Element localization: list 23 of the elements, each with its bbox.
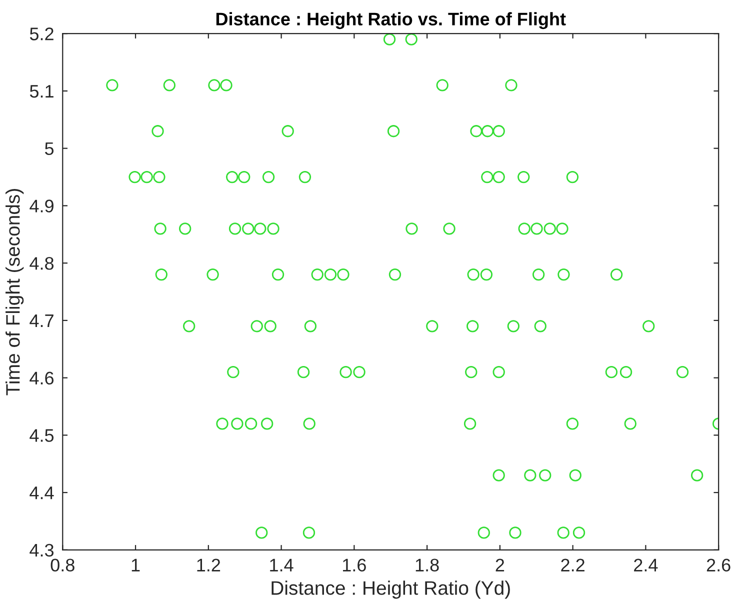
y-tick-label: 4.5 [30,429,54,442]
y-axis-title: Time of Flight (seconds) [6,189,24,396]
y-tick-label: 4.4 [30,486,54,500]
y-tick-label: 4.8 [30,257,54,270]
x-axis-title: Distance : Height Ratio (Yd) [272,580,510,599]
x-tick-label: 1.6 [343,558,366,572]
y-tick-label: 4.6 [30,372,54,385]
y-tick-label: 4.3 [30,544,54,557]
y-tick-label: 4.7 [30,314,54,327]
x-tick-label: 2.4 [634,558,658,572]
x-tick-label: 2 [496,558,504,572]
x-tick-label: 0.8 [50,558,74,572]
x-tick-label: 1.8 [416,558,439,572]
y-tick-label: 5 [44,142,54,156]
x-tick-label: 1.2 [197,558,220,572]
x-tick-label: 2.6 [706,558,730,572]
y-tick-label: 5.2 [30,28,54,40]
y-tick-label: 4.9 [30,200,54,212]
x-tick-label: 1 [132,558,140,572]
chart-title: Distance : Height Ratio vs. Time of Flight [216,12,566,30]
y-tick-label: 5.1 [30,85,54,98]
x-tick-label: 2.2 [561,558,584,572]
x-tick-label: 1.4 [270,558,294,572]
